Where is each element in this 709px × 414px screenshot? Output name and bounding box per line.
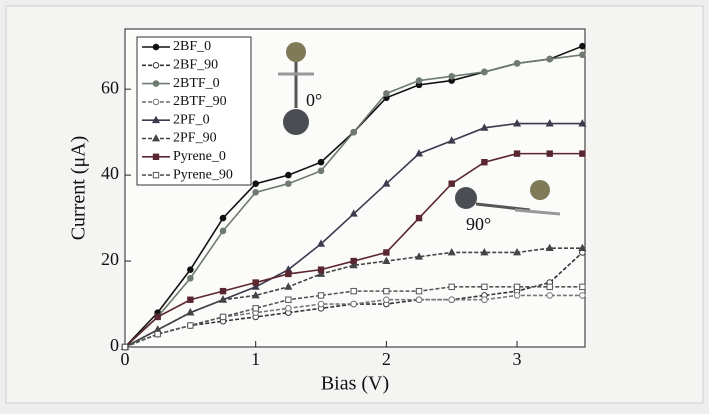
y-tick-label: 60 <box>101 77 119 97</box>
legend-label: 2BF_90 <box>173 58 218 73</box>
y-tick-label: 40 <box>101 163 119 183</box>
data-point <box>155 314 160 319</box>
y-axis-label: Current (μA) <box>68 136 90 241</box>
x-tick-label: 3 <box>513 349 522 369</box>
x-tick-label: 1 <box>251 349 260 369</box>
data-point <box>318 159 324 165</box>
legend-label: 2BF_0 <box>173 39 211 54</box>
data-point <box>155 331 160 336</box>
data-point <box>482 284 487 289</box>
data-point <box>514 151 519 156</box>
legend-marker <box>153 172 158 177</box>
legend-label: Pyrene_0 <box>173 149 226 164</box>
data-point <box>384 91 390 97</box>
data-point <box>318 293 323 298</box>
data-point <box>384 250 389 255</box>
data-point <box>384 288 389 293</box>
data-point <box>286 271 291 276</box>
data-point <box>580 151 585 156</box>
data-point <box>514 284 519 289</box>
data-point <box>580 43 586 49</box>
data-point <box>416 288 421 293</box>
legend-marker <box>153 99 159 105</box>
data-point <box>286 297 291 302</box>
data-point <box>253 181 259 187</box>
data-point <box>384 297 390 303</box>
data-point <box>547 151 552 156</box>
data-point <box>547 293 553 299</box>
data-point <box>547 56 553 62</box>
legend-marker <box>153 44 159 50</box>
data-point <box>286 181 292 187</box>
data-point <box>220 288 225 293</box>
legend-label: Pyrene_90 <box>173 167 233 182</box>
data-point <box>351 288 356 293</box>
x-tick-label: 2 <box>382 349 391 369</box>
data-point <box>253 306 258 311</box>
data-point <box>188 267 194 273</box>
data-point <box>286 172 292 178</box>
chart: Bias (V) Current (μA) 0° 90° 0 1 2 3 0 20 40 60… <box>0 0 709 409</box>
data-point <box>318 301 324 307</box>
y-tick-label: 20 <box>101 249 119 269</box>
x-axis-label: Bias (V) <box>321 373 389 395</box>
x-tick-label: 0 <box>121 349 130 369</box>
data-point <box>253 189 259 195</box>
data-point <box>580 52 586 58</box>
data-point <box>318 267 323 272</box>
data-point <box>482 160 487 165</box>
data-point <box>547 284 552 289</box>
legend-label: 2BTF_0 <box>173 76 220 91</box>
data-point <box>580 293 586 299</box>
data-point <box>449 181 454 186</box>
data-point <box>416 78 422 84</box>
data-point <box>188 297 193 302</box>
data-point <box>449 73 455 79</box>
legend-marker <box>153 63 159 69</box>
data-point <box>318 168 324 174</box>
data-point <box>188 275 194 281</box>
annotation: 90° <box>466 214 491 234</box>
annotation: 0° <box>306 90 322 110</box>
data-point <box>351 258 356 263</box>
legend-label: 2BTF_90 <box>173 94 227 109</box>
legend-marker <box>153 154 158 159</box>
data-point <box>253 280 258 285</box>
data-point <box>482 297 488 303</box>
data-point <box>514 61 520 67</box>
data-point <box>122 344 127 349</box>
data-point <box>449 297 455 303</box>
y-tick-label: 0 <box>110 335 119 355</box>
data-point <box>351 129 357 135</box>
data-point <box>482 69 488 75</box>
legend-label: 2PF_0 <box>173 112 210 127</box>
data-point <box>416 297 422 303</box>
data-point <box>286 306 292 312</box>
data-point <box>220 314 225 319</box>
data-point <box>580 284 585 289</box>
data-point <box>514 293 520 299</box>
data-point <box>416 215 421 220</box>
data-point <box>449 284 454 289</box>
data-point <box>220 228 226 234</box>
data-point <box>220 215 226 221</box>
legend-label: 2PF_90 <box>173 131 217 146</box>
legend-marker <box>153 81 159 87</box>
data-point <box>351 301 357 307</box>
data-point <box>188 323 193 328</box>
